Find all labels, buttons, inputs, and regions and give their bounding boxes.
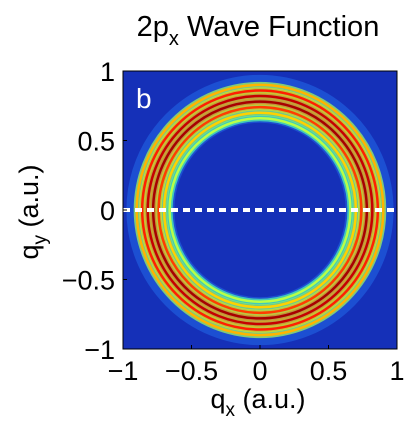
plot-area <box>122 70 398 350</box>
x-axis-label: qx (a.u.) <box>210 384 305 421</box>
x-tick-label: −0.5 <box>165 356 218 386</box>
y-tick-label: −1 <box>84 335 115 365</box>
y-axis-label: qy (a.u.) <box>14 164 51 259</box>
x-axis-ticks: −1 −0.5 0 0.5 1 <box>108 345 405 386</box>
y-tick-label: 0.5 <box>77 127 115 157</box>
x-tick-label: 1 <box>389 356 404 386</box>
panel-label: b <box>136 83 152 114</box>
x-tick-label: 0.5 <box>310 356 348 386</box>
chart-title: 2px Wave Function <box>137 11 380 50</box>
y-tick-label: 1 <box>100 57 115 87</box>
x-tick-label: 0 <box>252 356 267 386</box>
y-tick-label: 0 <box>100 196 115 226</box>
ring <box>157 105 363 315</box>
x-tick-label: −1 <box>108 356 139 386</box>
ring <box>168 117 352 303</box>
y-tick-label: −0.5 <box>62 266 115 296</box>
y-axis-ticks: −1 −0.5 0 0.5 1 <box>62 57 127 365</box>
